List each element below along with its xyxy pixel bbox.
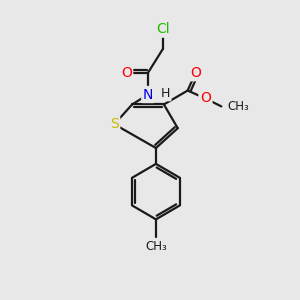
Text: H: H — [161, 87, 170, 100]
Text: CH₃: CH₃ — [227, 100, 249, 113]
Text: S: S — [110, 117, 119, 131]
Text: O: O — [200, 92, 211, 106]
Text: CH₃: CH₃ — [145, 240, 167, 253]
Text: Cl: Cl — [156, 22, 170, 36]
Text: O: O — [121, 66, 132, 80]
Text: O: O — [190, 66, 201, 80]
Text: N: N — [143, 88, 153, 101]
